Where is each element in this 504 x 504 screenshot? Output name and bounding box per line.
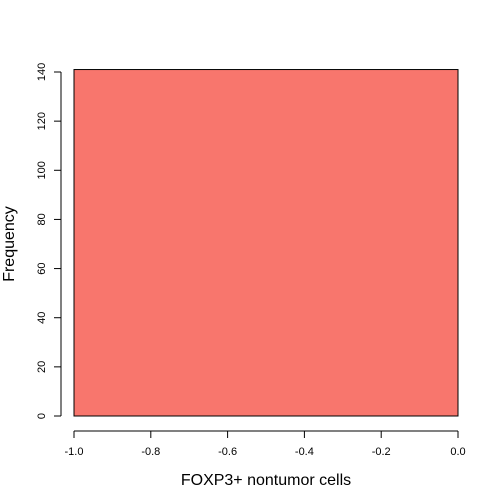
- x-tick-label: 0.0: [450, 446, 465, 458]
- x-tick-label: -1.0: [65, 446, 84, 458]
- y-tick-label: 60: [36, 262, 48, 274]
- x-tick-label: -0.8: [141, 446, 160, 458]
- y-tick-label: 80: [36, 213, 48, 225]
- y-tick-label: 140: [36, 63, 48, 81]
- bars-layer: [73, 69, 459, 417]
- x-axis-title: FOXP3+ nontumor cells: [181, 472, 351, 489]
- x-tick-label: -0.2: [372, 446, 391, 458]
- histogram-bar-0: [73, 69, 459, 417]
- y-tick-label: 40: [36, 312, 48, 324]
- y-tick-label: 20: [36, 361, 48, 373]
- y-tick-label: 0: [36, 413, 48, 419]
- x-tick-label: -0.4: [295, 446, 314, 458]
- y-tick-label: 120: [36, 112, 48, 130]
- x-axis: -1.0 -0.8 -0.6 -0.4 -0.2 0.0: [65, 430, 466, 458]
- y-axis: 0 20 40 60 80 100 120 140: [36, 63, 62, 419]
- y-axis-title: Frequency: [1, 206, 18, 282]
- x-tick-label: -0.6: [218, 446, 237, 458]
- y-tick-label: 100: [36, 161, 48, 179]
